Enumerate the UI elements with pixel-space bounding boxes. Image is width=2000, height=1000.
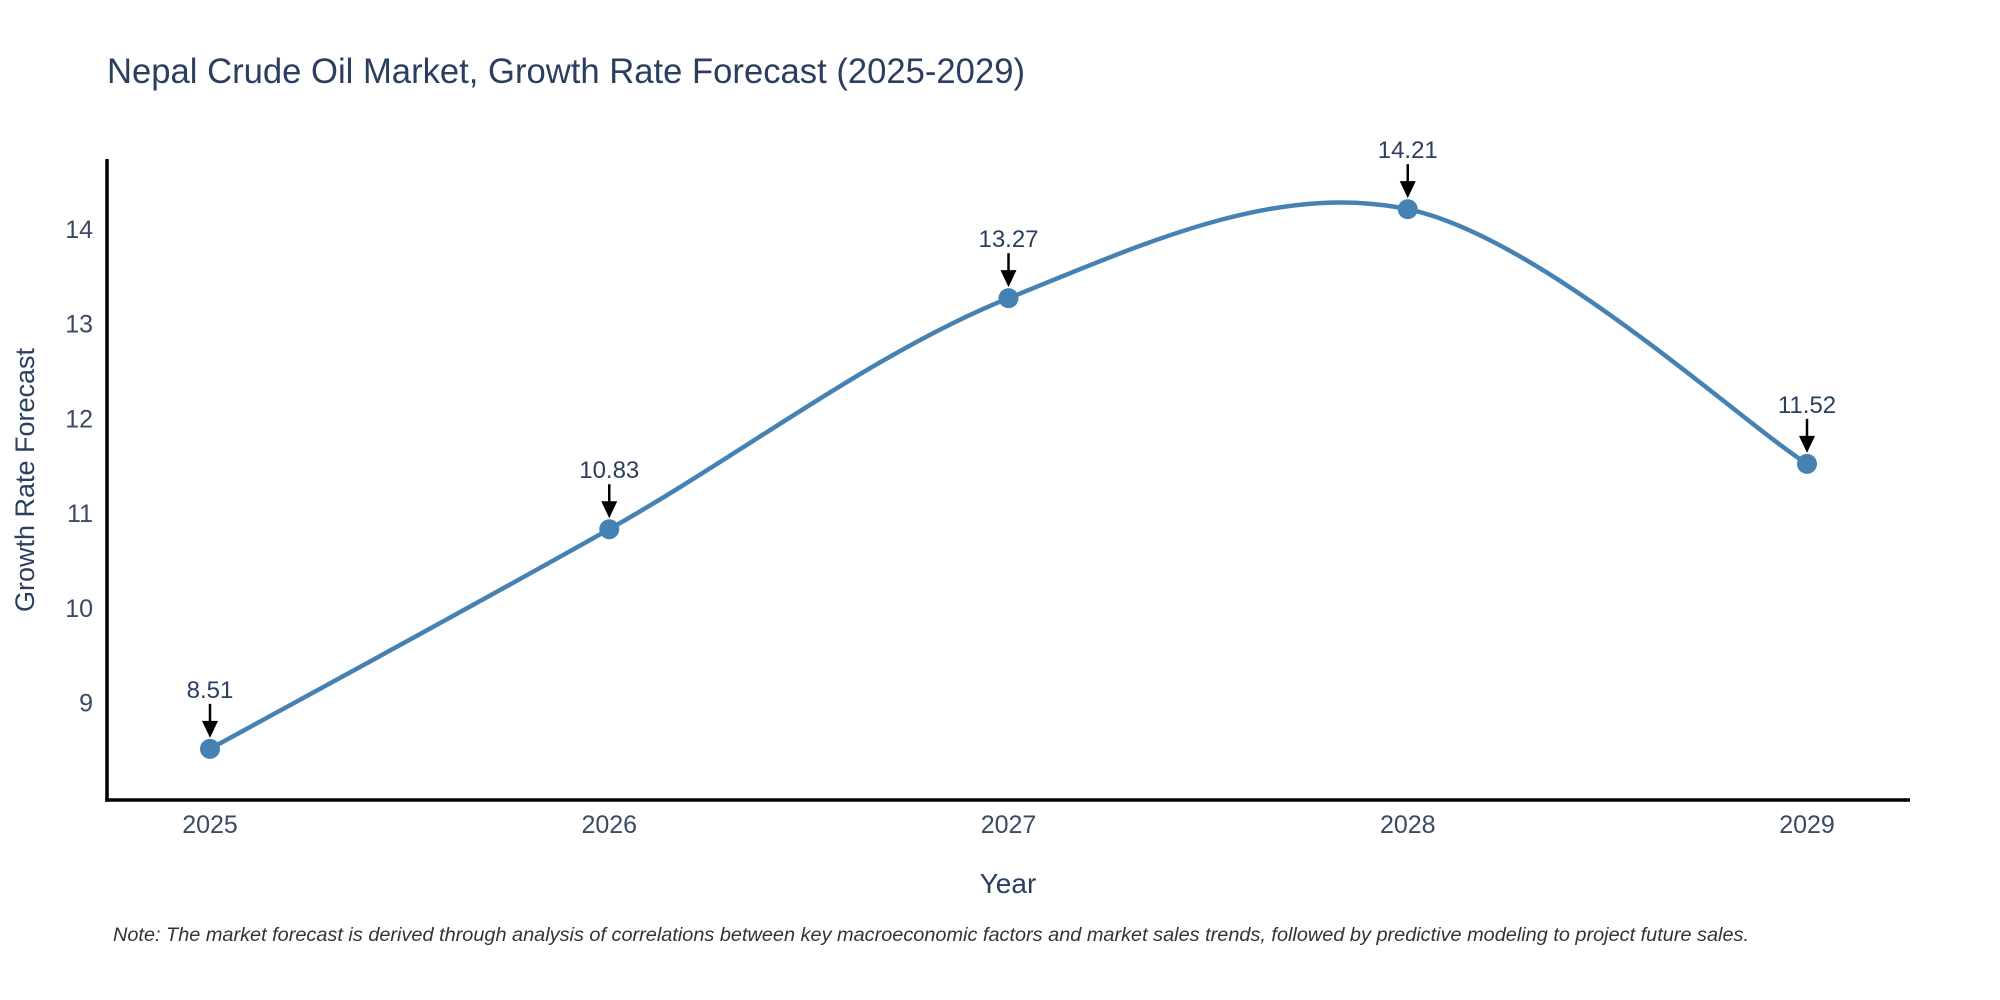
annotation-arrowhead bbox=[601, 501, 618, 519]
y-tick-label: 9 bbox=[79, 689, 93, 717]
x-axis-title: Year bbox=[980, 868, 1037, 899]
annotation-label: 14.21 bbox=[1378, 137, 1438, 164]
x-tick-labels: 2025 2026 2027 2028 2029 bbox=[182, 811, 1835, 839]
annotation-label: 8.51 bbox=[187, 677, 234, 704]
footnote: Note: The market forecast is derived thr… bbox=[113, 925, 1749, 946]
y-tick-label: 13 bbox=[65, 311, 93, 339]
data-point-marker bbox=[1797, 453, 1817, 474]
y-tick-label: 14 bbox=[65, 216, 93, 244]
annotation-label: 11.52 bbox=[1778, 392, 1836, 419]
y-axis-title: Growth Rate Forecast bbox=[10, 347, 40, 612]
x-tick-label: 2027 bbox=[981, 811, 1037, 839]
data-point-marker bbox=[599, 519, 620, 540]
data-point-marker bbox=[1397, 199, 1418, 220]
annotation-arrowhead bbox=[1399, 181, 1416, 199]
point-annotations: 8.51 10.83 13.27 14.21 11.52 bbox=[187, 137, 1836, 738]
annotation-arrowhead bbox=[1799, 435, 1815, 453]
y-tick-label: 10 bbox=[65, 595, 93, 623]
data-point-markers bbox=[200, 199, 1817, 759]
x-tick-label: 2029 bbox=[1779, 811, 1835, 839]
y-tick-labels: 9 10 11 12 13 14 bbox=[65, 216, 93, 717]
x-tick-label: 2028 bbox=[1380, 811, 1436, 839]
y-tick-label: 11 bbox=[67, 500, 93, 528]
annotation-label: 13.27 bbox=[978, 226, 1038, 253]
annotation-arrowhead bbox=[202, 720, 218, 738]
x-tick-label: 2025 bbox=[182, 811, 238, 839]
x-tick-label: 2026 bbox=[581, 811, 637, 839]
data-point-marker bbox=[998, 288, 1019, 309]
annotation-label: 10.83 bbox=[579, 457, 639, 484]
data-point-marker bbox=[200, 738, 220, 759]
annotation-arrowhead bbox=[1000, 270, 1017, 288]
y-tick-label: 12 bbox=[65, 405, 93, 433]
chart-title: Nepal Crude Oil Market, Growth Rate Fore… bbox=[107, 52, 1025, 91]
